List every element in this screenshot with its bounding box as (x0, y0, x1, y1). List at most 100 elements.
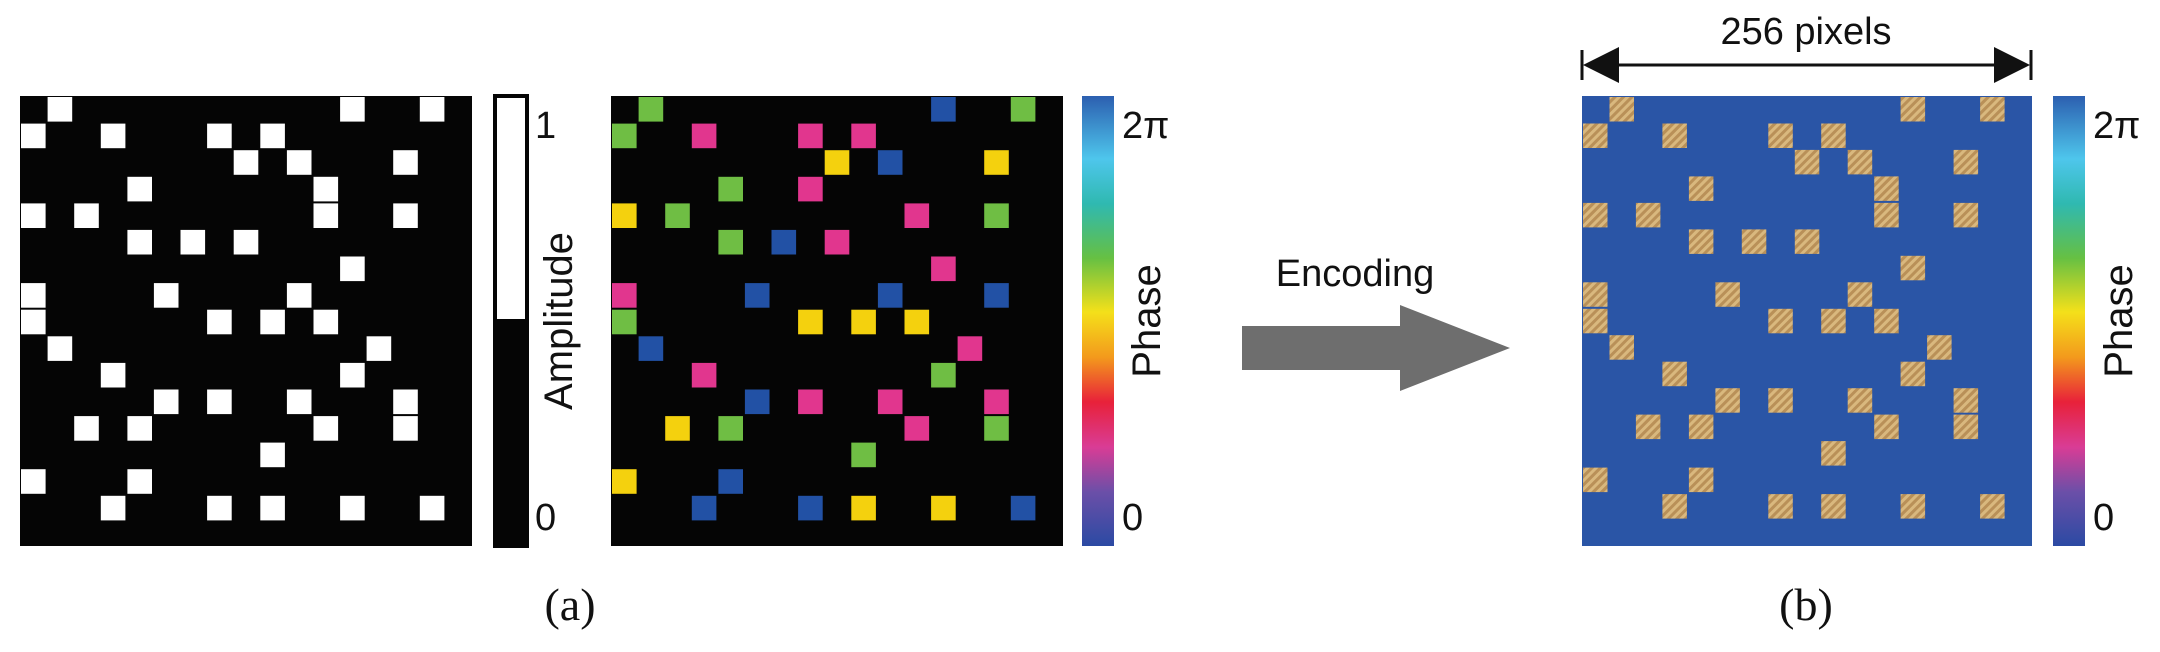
phase-cell (638, 97, 664, 122)
amplitude-cell (74, 203, 99, 228)
amplitude-cell (393, 416, 418, 441)
encoded-cell (1583, 202, 1608, 228)
phase-cell (877, 150, 903, 175)
amplitude-cell (47, 97, 73, 122)
amplitude-cell (393, 150, 418, 175)
phase-cell (798, 123, 823, 149)
phase-cell (612, 203, 637, 228)
encoded-cell (1715, 282, 1740, 307)
amplitude-cell (286, 389, 312, 415)
encoding-arrow-shape (1242, 305, 1510, 391)
amplitude-cell (233, 150, 259, 175)
phase-cells (612, 97, 1036, 521)
encoded-cell (1874, 308, 1899, 334)
encoded-cell (1688, 176, 1714, 201)
encoded-cell (1583, 123, 1608, 148)
amplitude-tick-max: 1 (535, 105, 556, 147)
phase-cell (1010, 495, 1036, 521)
amplitude-cell (127, 416, 152, 441)
phase-cell (877, 283, 903, 308)
phase-cell (798, 389, 823, 415)
encoding-label: Encoding (1276, 253, 1434, 295)
encoded-cell (1847, 149, 1873, 175)
amplitude-colorbar-white (493, 94, 529, 323)
encoded-cell (1794, 229, 1820, 254)
encoded-cell (1583, 467, 1608, 493)
amplitude-cell (366, 336, 392, 361)
phase-cell (638, 336, 664, 361)
encoded-cell (1821, 494, 1846, 519)
amplitude-cell (260, 123, 285, 149)
amplitude-cell (313, 203, 339, 228)
encoded-cell (1927, 335, 1952, 360)
amplitude-cell (340, 495, 365, 521)
phase-colorbar-b-gradient (2053, 96, 2085, 546)
phase-cell (984, 203, 1009, 228)
dimension-marker: 256 pixels (1580, 11, 2033, 83)
phase-cell (691, 495, 717, 521)
amplitude-cell (100, 362, 126, 388)
encoded-cell (1635, 414, 1661, 440)
amplitude-cell (260, 495, 285, 521)
encoded-cell (1953, 149, 1979, 175)
phase-colorbar-a-gradient (1082, 96, 1114, 546)
phase-cell (984, 283, 1009, 308)
phase-cell (877, 389, 903, 415)
panel-b-caption: (b) (1779, 579, 1833, 630)
phase-b-tick-max: 2π (2093, 105, 2140, 147)
phase-cell (691, 362, 717, 388)
encoded-cell (1583, 308, 1608, 334)
phase-cell (904, 416, 930, 441)
amplitude-cell (127, 229, 152, 255)
phase-cell (931, 362, 956, 388)
phase-cell (612, 123, 637, 149)
amplitude-cell (340, 256, 365, 282)
encoded-cell (1874, 414, 1899, 440)
encoded-cell (1688, 414, 1714, 440)
encoded-cell (1821, 123, 1846, 148)
encoded-cell (1715, 388, 1740, 413)
phase-cell (798, 495, 823, 521)
encoded-cell (1980, 97, 2005, 122)
dimension-label: 256 pixels (1720, 11, 1891, 53)
amplitude-cell (233, 229, 259, 255)
phase-cell (851, 442, 876, 468)
phase-cell (665, 203, 690, 228)
phase-colorbar-b: 2π 0 Phase (2053, 96, 2141, 546)
phase-cell (957, 336, 983, 361)
phase-cell (824, 229, 850, 255)
amplitude-cell (100, 123, 126, 149)
encoded-cell (1768, 308, 1793, 334)
amplitude-cell (207, 309, 232, 335)
encoding-arrow: Encoding (1242, 253, 1510, 391)
encoded-cell (1583, 282, 1608, 307)
encoded-cell (1662, 123, 1687, 148)
encoded-cell (1953, 414, 1979, 440)
encoded-cell (1900, 494, 1926, 519)
phase-a-axis-label: Phase (1125, 264, 1169, 377)
phase-cell (824, 150, 850, 175)
amplitude-cell (286, 150, 312, 175)
encoded-cell (1609, 335, 1634, 360)
phase-cell (798, 309, 823, 335)
phase-cell (665, 416, 690, 441)
amplitude-cell (419, 495, 445, 521)
amplitude-cell (127, 176, 152, 202)
amplitude-cell (21, 123, 46, 149)
amplitude-cell (127, 469, 152, 494)
amplitude-cell (21, 309, 46, 335)
amplitude-cell (313, 416, 339, 441)
amplitude-cell (207, 123, 232, 149)
amplitude-cell (100, 495, 126, 521)
amplitude-cells (21, 97, 445, 521)
phase-a-tick-min: 0 (1122, 497, 1143, 539)
encoded-cell (1874, 176, 1899, 201)
phase-grid (611, 96, 1063, 546)
encoded-cell (1768, 388, 1793, 413)
phase-cell (771, 229, 797, 255)
amplitude-cell (340, 362, 365, 388)
amplitude-cell (21, 469, 46, 494)
amplitude-cell (207, 495, 232, 521)
amplitude-cell (153, 283, 179, 308)
encoded-cell (1953, 388, 1979, 413)
